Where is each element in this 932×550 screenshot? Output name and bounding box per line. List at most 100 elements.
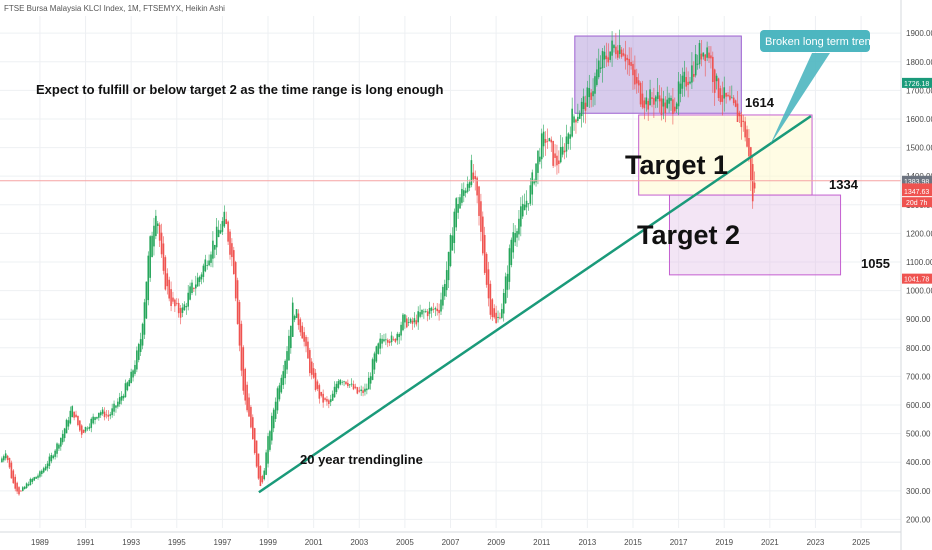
candle-body: [362, 390, 364, 394]
candle-body: [295, 309, 298, 318]
candle-body: [751, 164, 754, 202]
candle-body: [573, 116, 575, 123]
candle-body: [497, 316, 499, 318]
candle-body: [748, 138, 750, 157]
candle-body: [710, 55, 712, 59]
candle-body: [666, 99, 668, 108]
candle-body: [242, 347, 245, 391]
y-tick-label: 1900.00: [906, 29, 932, 38]
current-price-badge: 1383.98: [904, 179, 929, 186]
candle-body: [16, 482, 18, 492]
candle-body: [139, 339, 142, 352]
candle-body: [206, 265, 208, 267]
candle-body: [377, 343, 380, 354]
candle-body: [27, 484, 30, 486]
candle-body: [44, 466, 47, 471]
candle-body: [175, 302, 178, 304]
candle-body: [527, 203, 530, 205]
candle-body: [244, 368, 247, 401]
candle-body: [312, 368, 315, 378]
candle-body: [404, 314, 406, 323]
candle-body: [75, 414, 77, 418]
candle-body: [383, 339, 385, 342]
candle-body: [647, 100, 649, 110]
candle-body: [147, 255, 150, 301]
candle-body: [482, 216, 484, 254]
candle-body: [548, 138, 551, 142]
candle-body: [310, 361, 313, 375]
candle-body: [79, 420, 81, 431]
candle-body: [725, 92, 727, 97]
candle-body: [290, 325, 292, 349]
trendline: [258, 115, 812, 494]
x-tick-label: 2021: [761, 538, 779, 547]
candle-body: [174, 299, 176, 307]
candle-body: [732, 97, 735, 104]
candle-body: [183, 304, 186, 311]
candle-body: [348, 384, 351, 386]
candle-body: [328, 400, 330, 405]
candle-body: [626, 57, 629, 60]
candle-body: [213, 244, 216, 250]
chart-title: FTSE Bursa Malaysia KLCI Index, 1M, FTSE…: [4, 4, 225, 13]
candle-body: [236, 280, 239, 324]
candle-body: [630, 62, 632, 66]
candle-body: [69, 410, 72, 424]
candle-body: [305, 336, 307, 347]
candle-body: [713, 69, 716, 93]
candle-body: [512, 232, 515, 253]
candle-body: [546, 140, 549, 142]
candle-body: [248, 397, 250, 417]
candle-body: [708, 52, 710, 59]
low-price-badge-bg: [902, 273, 932, 284]
candle-body: [729, 95, 731, 100]
candle-body: [491, 299, 494, 318]
candle-body: [609, 51, 611, 60]
x-tick-label: 2013: [578, 538, 596, 547]
candle-body: [715, 75, 718, 82]
candle-body: [577, 116, 579, 121]
candle-body: [683, 71, 686, 83]
candle-body: [314, 372, 317, 390]
candle-body: [463, 190, 465, 196]
candle-body: [451, 235, 454, 251]
candle-body: [170, 289, 172, 307]
candle-body: [301, 325, 304, 339]
candle-body: [333, 386, 336, 398]
candle-body: [42, 468, 45, 473]
candle-body: [12, 470, 15, 484]
candle-body: [499, 317, 501, 319]
chart-lines: [0, 115, 901, 494]
candle-body: [82, 430, 85, 433]
candle-body: [415, 320, 418, 325]
candle-body: [466, 183, 469, 192]
candle-body: [367, 377, 370, 390]
candle-body: [63, 428, 66, 439]
candle-body: [223, 211, 226, 227]
candle-body: [742, 120, 745, 122]
candle-body: [443, 284, 446, 297]
y-tick-label: 700.00: [906, 372, 931, 381]
candle-body: [86, 428, 89, 430]
candle-body: [155, 215, 157, 237]
candle-body: [731, 97, 733, 99]
x-tick-label: 1993: [122, 538, 140, 547]
candle-body: [388, 341, 391, 344]
candle-body: [191, 282, 193, 294]
candle-body: [187, 292, 189, 307]
candle-body: [670, 97, 672, 101]
candle-body: [193, 287, 195, 289]
candle-body: [379, 338, 381, 349]
candle-body: [514, 233, 516, 243]
level-1614: 1614: [745, 95, 775, 110]
candle-body: [523, 204, 526, 211]
candle-body: [635, 77, 638, 84]
candle-body: [339, 379, 342, 385]
candle-body: [470, 160, 473, 186]
candle-body: [329, 399, 332, 403]
y-tick-label: 1000.00: [906, 287, 932, 296]
candle-body: [675, 103, 678, 110]
candle-body: [156, 223, 159, 226]
candle-body: [569, 134, 572, 139]
candle-body: [468, 182, 471, 188]
